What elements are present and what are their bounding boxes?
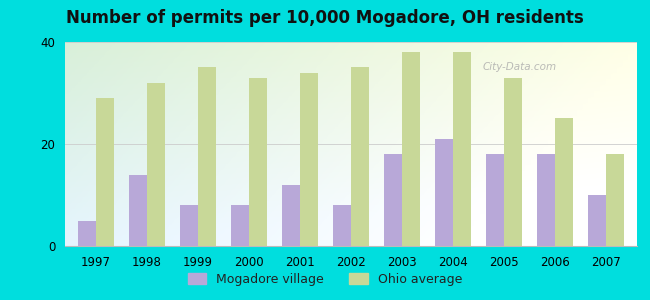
Legend: Mogadore village, Ohio average: Mogadore village, Ohio average (183, 268, 467, 291)
Bar (538, 154, 555, 246)
Bar (555, 118, 573, 246)
Bar (486, 154, 504, 246)
Bar (606, 154, 624, 246)
Bar (249, 78, 266, 246)
Text: City-Data.com: City-Data.com (482, 62, 556, 72)
Bar (588, 195, 606, 246)
Bar (351, 68, 369, 246)
Bar (96, 98, 114, 246)
Bar (231, 205, 249, 246)
Bar (129, 175, 147, 246)
Bar (436, 139, 453, 246)
Bar (453, 52, 471, 246)
Bar (384, 154, 402, 246)
Bar (282, 185, 300, 246)
Bar (333, 205, 351, 246)
Bar (504, 78, 522, 246)
Bar (147, 83, 164, 246)
Text: Number of permits per 10,000 Mogadore, OH residents: Number of permits per 10,000 Mogadore, O… (66, 9, 584, 27)
Bar (198, 68, 216, 246)
Bar (300, 73, 318, 246)
Bar (78, 220, 96, 246)
Bar (180, 205, 198, 246)
Bar (402, 52, 420, 246)
